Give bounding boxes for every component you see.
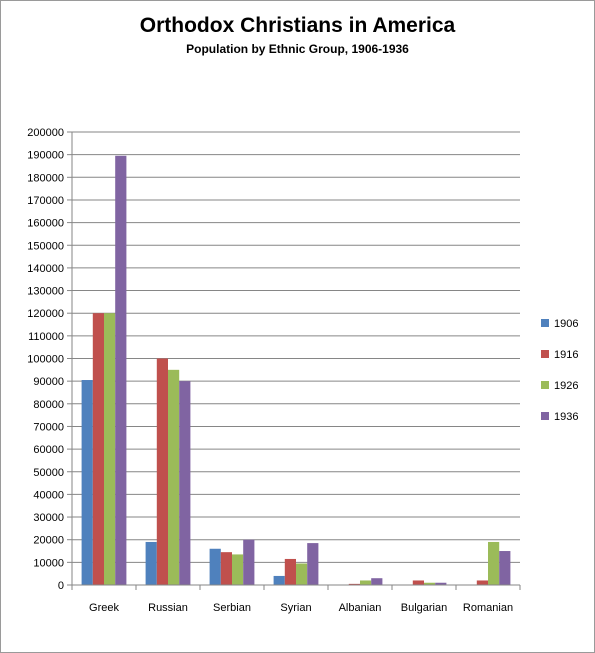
- bar-bulgarian-1916: [412, 580, 424, 585]
- chart-subtitle: Population by Ethnic Group, 1906-1936: [186, 42, 409, 56]
- y-tick-label: 10000: [33, 557, 64, 569]
- x-axis: Greek Russian Serbian Syrian Albanian Bulgari…: [71, 584, 521, 614]
- x-tick-label: Greek: [89, 602, 119, 614]
- bar-syrian-1906: [273, 575, 285, 585]
- bar-romanian-1916: [476, 580, 488, 585]
- gridlines: [72, 131, 520, 563]
- y-tick-label: 140000: [27, 263, 64, 275]
- legend-swatch-1926: [541, 381, 549, 389]
- bar-greek-1936: [115, 155, 127, 585]
- y-tick-label: 30000: [33, 512, 64, 524]
- bar-romanian-1926: [488, 541, 500, 585]
- bar-bulgarian-1926: [424, 582, 436, 585]
- y-tick-label: 80000: [33, 399, 64, 411]
- legend-swatch-1936: [541, 412, 549, 420]
- y-tick-label: 50000: [33, 467, 64, 479]
- bar-syrian-1936: [307, 543, 319, 585]
- y-tick-label: 150000: [27, 240, 64, 252]
- bar-serbian-1916: [220, 552, 232, 585]
- legend-label-1936: 1936: [554, 411, 578, 423]
- bar-greek-1916: [92, 313, 104, 585]
- bar-albanian-1926: [360, 580, 372, 585]
- bar-russian-1906: [145, 541, 157, 585]
- bar-romanian-1936: [499, 551, 511, 585]
- legend-label-1926: 1926: [554, 380, 578, 392]
- bars: [81, 155, 511, 585]
- y-tick-label: 170000: [27, 195, 64, 207]
- bar-albanian-1916: [348, 583, 360, 585]
- y-tick-label: 110000: [28, 331, 64, 343]
- bar-greek-1926: [104, 313, 116, 585]
- legend-label-1916: 1916: [554, 349, 578, 361]
- y-tick-label: 90000: [33, 376, 64, 388]
- y-tick-label: 180000: [27, 172, 64, 184]
- legend: 1906 1916 1926 1936: [541, 318, 578, 423]
- y-tick-label: 160000: [27, 218, 64, 230]
- x-tick-label: Bulgarian: [401, 602, 447, 614]
- bar-russian-1926: [168, 369, 180, 585]
- x-tick-label: Syrian: [280, 602, 311, 614]
- bar-russian-1916: [156, 358, 168, 585]
- y-tick-label: 40000: [33, 489, 64, 501]
- legend-swatch-1916: [541, 350, 549, 358]
- legend-swatch-1906: [541, 319, 549, 327]
- bar-bulgarian-1936: [435, 582, 447, 585]
- bar-albanian-1936: [371, 578, 383, 585]
- chart-title: Orthodox Christians in America: [139, 14, 456, 37]
- y-tick-label: 60000: [33, 444, 64, 456]
- y-tick-label: 100000: [27, 354, 64, 366]
- y-tick-label: 70000: [33, 421, 64, 433]
- bar-syrian-1916: [284, 558, 296, 585]
- x-tick-label: Russian: [148, 602, 188, 614]
- y-tick-label: 190000: [27, 150, 64, 162]
- bar-syrian-1926: [296, 563, 308, 585]
- y-axis: 0 10000 20000 30000 40000 50000 60000 70000 8000…: [27, 127, 73, 592]
- y-tick-label: 120000: [27, 308, 64, 320]
- y-tick-label: 0: [58, 580, 64, 592]
- x-tick-label: Albanian: [339, 602, 382, 614]
- bar-russian-1936: [179, 381, 191, 585]
- bar-greek-1906: [81, 380, 93, 585]
- y-tick-label: 130000: [27, 286, 64, 298]
- legend-label-1906: 1906: [554, 318, 578, 330]
- x-tick-label: Romanian: [463, 602, 513, 614]
- y-tick-label: 200000: [27, 127, 64, 139]
- x-tick-label: Serbian: [213, 602, 251, 614]
- bar-serbian-1926: [232, 554, 244, 585]
- bar-serbian-1906: [209, 548, 221, 585]
- y-tick-label: 20000: [33, 535, 64, 547]
- bar-serbian-1936: [243, 539, 255, 585]
